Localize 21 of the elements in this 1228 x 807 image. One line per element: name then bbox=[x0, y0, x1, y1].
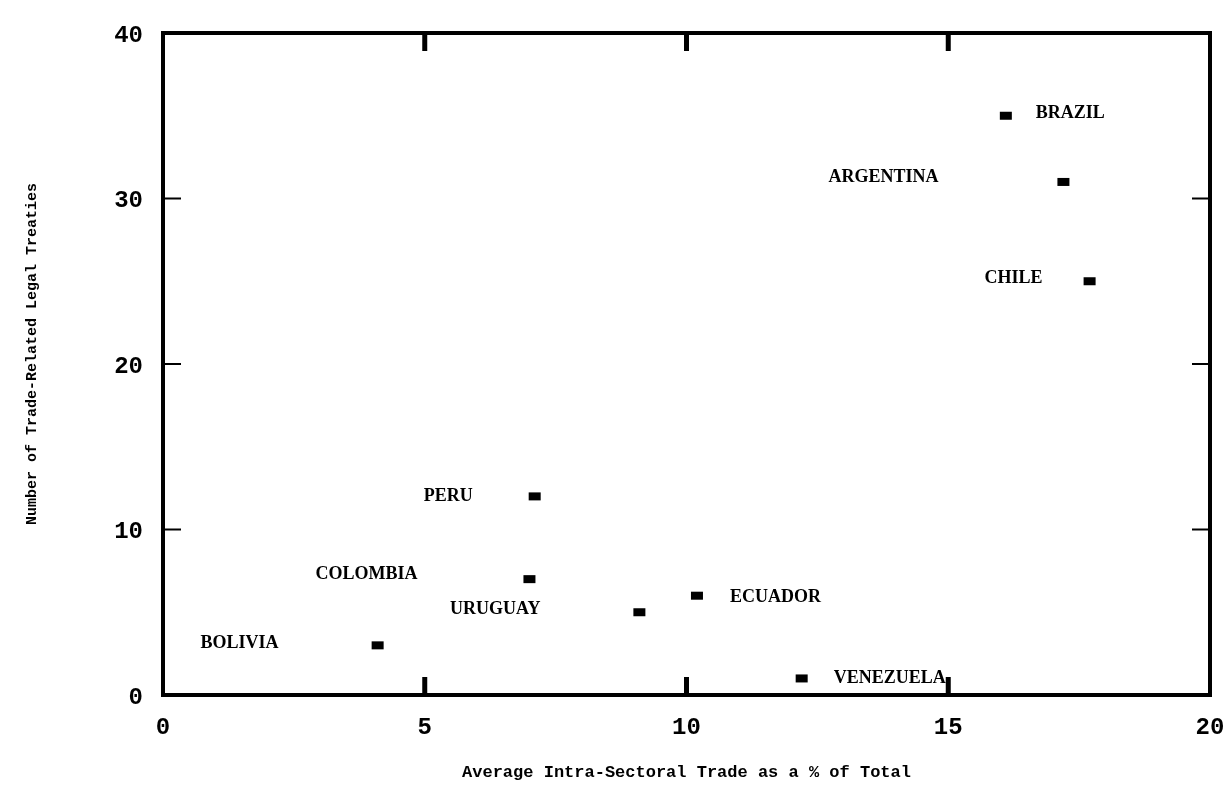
x-tick-label: 20 bbox=[1195, 714, 1225, 742]
annotation: COLOMBIA bbox=[315, 563, 418, 584]
annotation: URUGUAY bbox=[450, 598, 541, 619]
annotation: BRAZIL bbox=[1035, 101, 1105, 122]
annotation: ARGENTINA bbox=[828, 166, 939, 187]
y-tick-label: 20 bbox=[114, 352, 143, 380]
x-axis-title: Average Intra-Sectoral Trade as a % of Total bbox=[462, 763, 911, 782]
y-tick-label: 0 bbox=[128, 683, 143, 711]
y-tick-label: 10 bbox=[114, 518, 143, 546]
x-tick-label: 5 bbox=[417, 714, 432, 742]
annotation: CHILE bbox=[984, 267, 1043, 288]
y-tick-label: 30 bbox=[114, 187, 143, 215]
y-axis-title: Number of Trade-Related Legal Treaties bbox=[24, 182, 41, 526]
annotation: VENEZUELA bbox=[833, 666, 946, 687]
y-tick-label: 40 bbox=[114, 21, 143, 49]
x-tick-label: 15 bbox=[933, 714, 963, 742]
x-tick-label: 10 bbox=[672, 714, 701, 742]
annotation: PERU bbox=[423, 484, 473, 505]
annotation: BOLIVIA bbox=[200, 632, 279, 653]
annotation: ECUADOR bbox=[729, 585, 822, 606]
x-tick-label: 0 bbox=[155, 714, 171, 742]
